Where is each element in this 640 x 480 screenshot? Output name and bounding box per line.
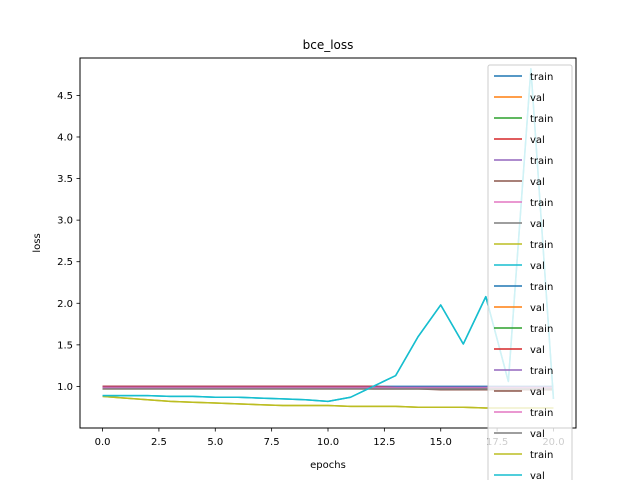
- series-line-19: [102, 395, 554, 409]
- y-tick-label-4: 2.5: [57, 257, 73, 268]
- y-tick-label-2: 1.5: [57, 340, 73, 351]
- legend-label-15: train: [530, 366, 553, 377]
- y-tick-label-1: 1.0: [57, 382, 73, 393]
- legend-label-19: train: [530, 450, 553, 461]
- legend-label-10: val: [530, 261, 545, 272]
- legend-label-4: val: [530, 135, 545, 146]
- legend-label-11: train: [530, 282, 553, 293]
- legend-label-2: val: [530, 93, 545, 104]
- legend-label-1: train: [530, 72, 553, 83]
- x-tick-label-3: 5.0: [207, 437, 223, 448]
- x-tick-label-5: 10.0: [317, 437, 339, 448]
- legend-label-14: val: [530, 345, 545, 356]
- y-axis-ticks: 1.0 1.5 2.0 2.5 3.0 3.5 4.0 4.5: [57, 91, 80, 393]
- x-tick-label-2: 2.5: [151, 437, 167, 448]
- y-tick-label-5: 3.0: [57, 216, 73, 227]
- legend-label-5: train: [530, 156, 553, 167]
- chart-title: bce_loss: [303, 38, 354, 52]
- legend-label-17: train: [530, 408, 553, 419]
- series-line-20: [102, 68, 555, 403]
- legend-label-20: val: [530, 471, 545, 480]
- x-tick-label-7: 15.0: [430, 437, 452, 448]
- x-tick-label-1: 0.0: [95, 437, 111, 448]
- y-tick-label-6: 3.5: [57, 174, 73, 185]
- legend-label-12: val: [530, 303, 545, 314]
- y-axis-label: loss: [32, 233, 43, 252]
- legend-label-7: train: [530, 198, 553, 209]
- legend-box: [487, 64, 573, 480]
- legend-label-9: train: [530, 240, 553, 251]
- legend-label-6: val: [530, 177, 545, 188]
- legend-label-16: val: [530, 387, 545, 398]
- series-layer: [102, 68, 555, 409]
- legend: train val train val train val train val train val…: [487, 64, 573, 480]
- y-tick-label-3: 2.0: [57, 299, 73, 310]
- y-tick-label-7: 4.0: [57, 132, 73, 143]
- legend-label-3: train: [530, 114, 553, 125]
- x-axis-label: epochs: [310, 460, 346, 471]
- y-tick-label-8: 4.5: [57, 91, 73, 102]
- x-tick-label-6: 12.5: [373, 437, 395, 448]
- legend-label-13: train: [530, 324, 553, 335]
- x-tick-label-4: 7.5: [264, 437, 280, 448]
- legend-label-8: val: [530, 219, 545, 230]
- legend-label-18: val: [530, 429, 545, 440]
- series-line-10: [102, 68, 555, 403]
